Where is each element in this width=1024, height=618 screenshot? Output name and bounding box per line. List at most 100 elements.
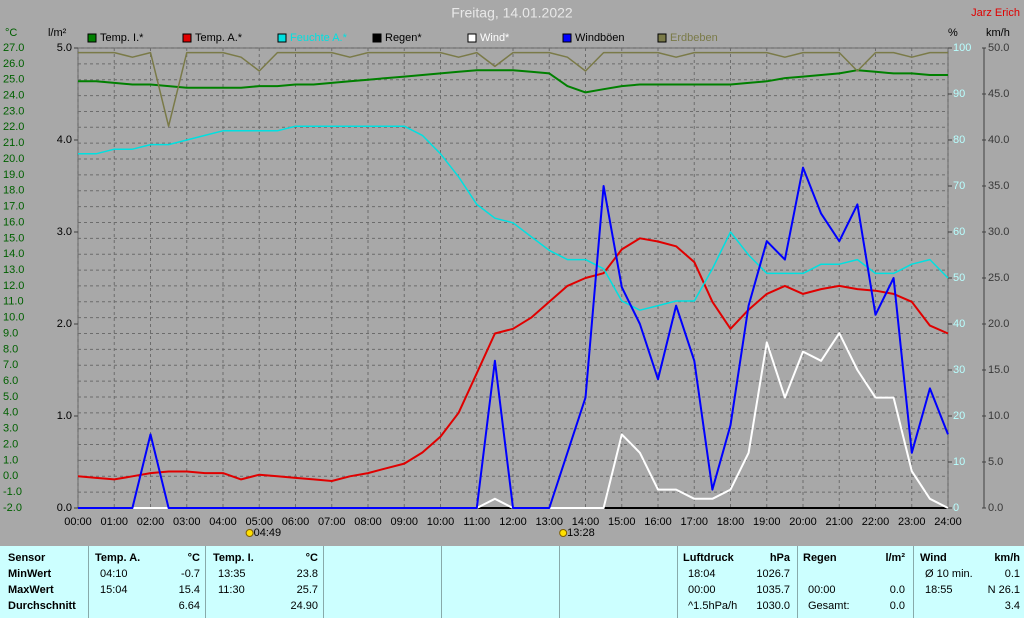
y3-axis-title: % [948,27,958,39]
y-tick-label: -1.0 [3,486,22,498]
table-cell: ^1.5hPa/h [688,600,738,612]
column-separator [205,546,206,618]
x-tick-label: 10:00 [427,516,455,528]
y-tick-label: 5.0 [3,391,18,403]
y3-tick-label: 60 [953,226,965,238]
y2-tick-label: 5.0 [57,42,72,54]
chart: Freitag, 14.01.2022 Jarz Erich °C l/m² %… [3,5,1020,539]
y-tick-label: 3.0 [3,423,18,435]
x-tick-label: 15:00 [608,516,636,528]
sun-icon [559,529,568,537]
x-tick-label: 20:00 [789,516,817,528]
x-tick-label: 14:00 [572,516,600,528]
table-cell: MaxWert [8,584,54,596]
y-tick-label: 14.0 [3,248,24,260]
y-tick-label: 15.0 [3,232,24,244]
legend-swatch [372,33,382,43]
legend-label: Feuchte A.* [290,32,348,44]
legend-swatch [467,33,477,43]
y3-tick-label: 40 [953,318,965,330]
series-line [78,125,949,311]
legend-label: Windböen [575,32,625,44]
legend-swatch [87,33,97,43]
y-tick-label: 20.0 [3,153,24,165]
y2-tick-label: 0.0 [57,502,72,514]
table-cell: 11:30 [218,584,245,596]
y-tick-label: 19.0 [3,169,24,181]
y-tick-label: 4.0 [3,407,18,419]
x-tick-label: 18:00 [717,516,745,528]
x-tick-label: 07:00 [318,516,346,528]
y3-tick-label: 20 [953,410,965,422]
annotation: 13:28 [567,527,595,539]
y-tick-label: 7.0 [3,359,18,371]
x-tick-label: 00:00 [64,516,92,528]
y-tick-label: 8.0 [3,343,18,355]
table-cell: 0.0 [889,600,905,612]
y2-axis-title: l/m² [48,27,67,39]
legend-label: Temp. I.* [100,32,144,44]
x-tick-label: 09:00 [390,516,418,528]
table-cell: Gesamt: [808,600,850,612]
y-tick-label: 11.0 [3,296,24,308]
y3-tick-label: 50 [953,272,965,284]
series-line [78,166,949,509]
table-cell: MinWert [8,568,52,580]
legend-label: Wind* [480,32,510,44]
legend-swatch [657,33,667,43]
table-header: Temp. A. [95,552,141,564]
table-cell: 15.4 [178,584,200,596]
y-tick-label: 17.0 [3,201,24,213]
x-tick-label: 11:00 [463,516,490,528]
table-cell: N 26.1 [987,584,1020,596]
x-tick-label: 02:00 [137,516,165,528]
table-cell: Ø 10 min. [925,568,973,580]
y-tick-label: 12.0 [3,280,24,292]
y-tick-label: 26.0 [3,58,24,70]
y3-tick-label: 0 [953,502,959,514]
legend-label: Regen* [385,32,422,44]
y-tick-label: 27.0 [3,42,24,54]
y4-tick-label: 15.0 [988,364,1009,376]
column-separator [323,546,324,618]
x-tick-label: 03:00 [173,516,201,528]
table-cell: 13:35 [218,568,246,580]
y-tick-label: 13.0 [3,264,24,276]
y2-tick-label: 2.0 [57,318,72,330]
y4-tick-label: 20.0 [988,318,1009,330]
table-cell: 1030.0 [756,600,790,612]
y-tick-label: 2.0 [3,438,18,450]
x-tick-label: 04:00 [209,516,237,528]
y3-tick-label: 10 [953,456,965,468]
annotation: 04:49 [254,527,282,539]
y-tick-label: 21.0 [3,137,24,149]
table-cell: 1026.7 [756,568,790,580]
series-line [78,69,948,94]
x-tick-label: 01:00 [100,516,128,528]
y3-tick-label: 70 [953,180,965,192]
x-tick-label: 08:00 [354,516,382,528]
y-tick-label: 9.0 [3,327,18,339]
table-cell: 23.8 [296,568,318,580]
y-tick-label: 25.0 [3,74,24,86]
table-cell: 6.64 [178,600,200,612]
table-cell: 18:04 [688,568,716,580]
column-separator [441,546,442,618]
legend-label: Erdbeben [670,32,718,44]
column-separator [559,546,560,618]
series-line [77,237,949,482]
y2-tick-label: 3.0 [57,226,72,238]
y2-tick-label: 1.0 [57,410,72,422]
table-header: Luftdruck [683,552,734,564]
table-cell: 0.1 [1004,568,1020,580]
y4-tick-label: 5.0 [988,456,1003,468]
table-header: hPa [769,552,790,564]
x-tick-label: 16:00 [644,516,672,528]
y-tick-label: 6.0 [3,375,18,387]
table-header: Regen [803,552,837,564]
legend-swatch [562,33,572,43]
table-header: Temp. I. [213,552,254,564]
y4-tick-label: 45.0 [988,88,1009,100]
x-tick-label: 05:00 [245,516,273,528]
x-tick-label: 23:00 [898,516,926,528]
